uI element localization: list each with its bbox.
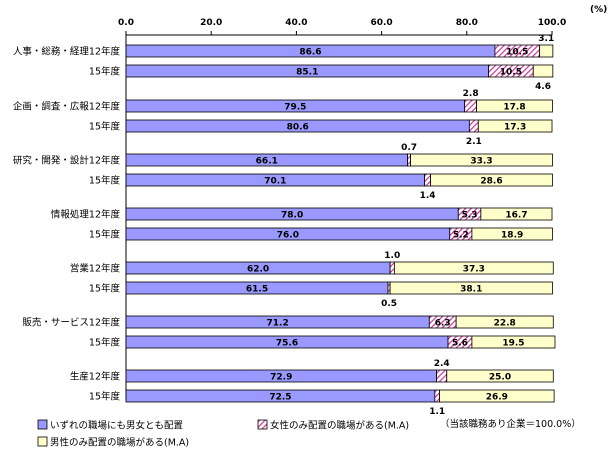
row-label: 情報処理12年度 — [51, 209, 121, 221]
value-label: 71.2 — [267, 319, 289, 329]
value-label: 22.8 — [494, 319, 516, 329]
row-label: 15年度 — [89, 229, 121, 241]
value-label: 16.7 — [505, 211, 527, 221]
value-label: 2.1 — [466, 137, 482, 147]
value-label: 0.5 — [381, 299, 397, 309]
bar-segment — [476, 99, 553, 113]
bar-segment — [471, 335, 556, 349]
x-tick-label: 80.0 — [456, 18, 478, 28]
row-label: 15年度 — [89, 121, 121, 133]
bar-segment — [393, 261, 554, 275]
legend-swatch — [37, 419, 48, 430]
value-label: 85.1 — [296, 68, 318, 78]
x-tick-label: 20.0 — [200, 18, 222, 28]
value-label: 5.3 — [462, 211, 478, 221]
row-label: 研究・開発・設計12年度 — [13, 155, 121, 167]
bar-segment — [477, 119, 553, 133]
bar-segment — [389, 281, 553, 295]
value-label: 80.6 — [287, 123, 309, 133]
row-label: 営業12年度 — [70, 263, 121, 275]
legend-label: 女性のみ配置の職場がある(M.A) — [270, 420, 409, 432]
value-label: 38.1 — [460, 285, 482, 295]
value-label: 18.9 — [501, 231, 523, 241]
bar-segment — [434, 389, 440, 403]
value-label: 4.6 — [535, 82, 551, 92]
legend-label: 男性のみ配置の職場がある(M.A) — [50, 437, 189, 449]
value-label: 79.5 — [284, 103, 306, 113]
value-label: 5.2 — [453, 231, 469, 241]
value-label: 1.4 — [420, 191, 436, 201]
bar-segment — [471, 227, 553, 241]
value-label: 6.3 — [435, 319, 451, 329]
value-label: 86.6 — [299, 48, 321, 58]
bar-segment — [455, 315, 554, 329]
bar-segment — [407, 153, 411, 167]
row-label: 人事・総務・経理12年度 — [13, 46, 121, 58]
row-label: 15年度 — [89, 283, 121, 295]
bar-segment — [446, 369, 554, 383]
value-label: 70.1 — [264, 177, 286, 187]
value-label: 5.6 — [452, 339, 468, 349]
value-label: 2.4 — [434, 359, 450, 369]
x-tick-label: 0.0 — [118, 18, 134, 28]
value-label: 33.3 — [470, 157, 492, 167]
bars-layer — [125, 44, 556, 403]
value-label: 3.1 — [538, 34, 554, 44]
bar-segment — [389, 261, 395, 275]
value-label: 66.1 — [256, 157, 278, 167]
unit-label: (%) — [590, 5, 607, 15]
value-label: 78.0 — [281, 211, 303, 221]
legend-label: いずれの職場にも男女とも配置 — [50, 420, 183, 432]
row-label: 15年度 — [89, 66, 121, 78]
value-label: 37.3 — [463, 265, 485, 275]
legend-swatch — [257, 419, 268, 430]
value-label: 0.7 — [401, 143, 417, 153]
bar-segment — [436, 369, 448, 383]
bar-segment — [468, 119, 479, 133]
value-label: 10.5 — [500, 68, 522, 78]
bar-segment — [539, 44, 554, 58]
value-label: 19.5 — [502, 339, 524, 349]
legend: いずれの職場にも男女とも配置 女性のみ配置の職場がある(M.A) 男性のみ配置の職場… — [37, 419, 409, 449]
bar-segment — [439, 389, 555, 403]
row-label: 15年度 — [89, 175, 121, 187]
note-text: （当該職務あり企業＝100.0%） — [440, 418, 581, 430]
legend-swatch — [37, 436, 48, 447]
value-label: 61.5 — [246, 285, 268, 295]
value-label: 75.6 — [276, 339, 298, 349]
bar-segment — [430, 173, 553, 187]
value-label: 10.5 — [506, 48, 528, 58]
value-label: 72.5 — [269, 393, 291, 403]
value-label: 1.0 — [384, 251, 400, 261]
bar-segment — [410, 153, 553, 167]
value-label: 26.9 — [486, 393, 508, 403]
bar-segment — [480, 207, 553, 221]
value-label: 17.8 — [503, 103, 525, 113]
x-tick-label: 40.0 — [285, 18, 307, 28]
row-label: 15年度 — [89, 337, 121, 349]
value-label: 2.8 — [463, 89, 479, 99]
value-label: 28.6 — [480, 177, 502, 187]
bar-segment — [464, 99, 477, 113]
x-tick-label: 60.0 — [370, 18, 392, 28]
value-label: 76.0 — [277, 231, 299, 241]
value-label: 1.1 — [429, 407, 445, 417]
value-label: 62.0 — [247, 265, 269, 275]
row-label: 販売・サービス12年度 — [22, 317, 120, 329]
value-labels: 86.6 10.5 3.1 85.1 10.5 4.6 79.5 2.8 17.8 80.6 2.1… — [246, 34, 554, 417]
row-label: 企画・調査・広報12年度 — [13, 101, 121, 113]
value-label: 25.0 — [489, 373, 511, 383]
bar-segment — [424, 173, 431, 187]
category-labels: 人事・総務・経理12年度15年度企画・調査・広報12年度15年度研究・開発・設計… — [13, 46, 121, 403]
row-label: 生産12年度 — [70, 371, 121, 383]
row-label: 15年度 — [89, 391, 121, 403]
value-label: 17.3 — [504, 123, 526, 133]
bar-segment — [532, 64, 554, 78]
x-tick-label: 100.0 — [538, 18, 566, 28]
value-label: 72.9 — [270, 373, 292, 383]
